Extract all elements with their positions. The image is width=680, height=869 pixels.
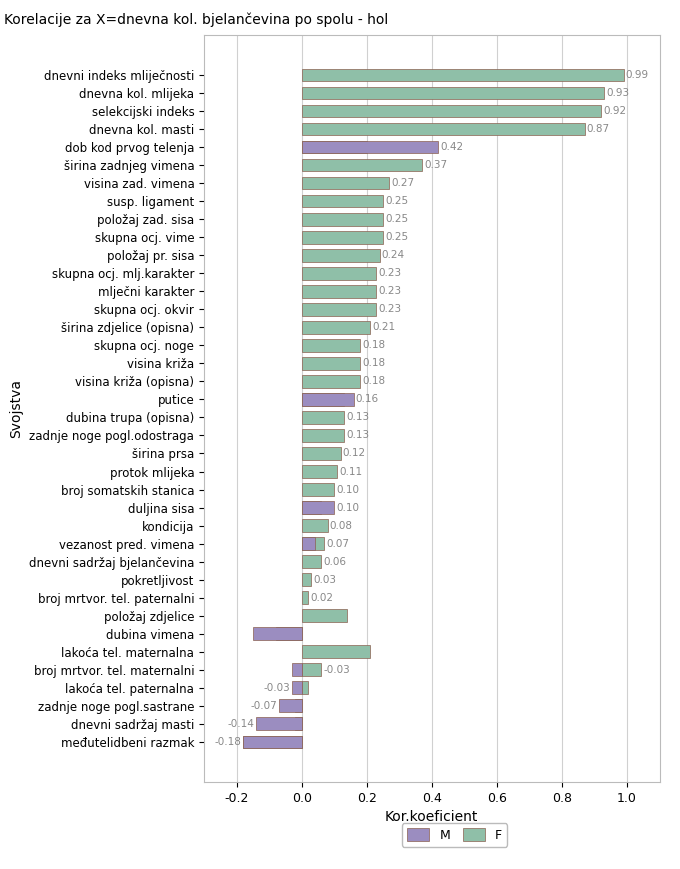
Bar <box>302 393 344 406</box>
Bar <box>243 735 302 748</box>
Bar <box>302 339 360 352</box>
Legend: M, F: M, F <box>402 823 507 847</box>
Bar <box>302 321 370 334</box>
Text: 0.02: 0.02 <box>310 593 333 603</box>
Text: 0.10: 0.10 <box>336 502 359 513</box>
Text: 0.12: 0.12 <box>343 448 366 459</box>
Text: 0.10: 0.10 <box>336 485 359 494</box>
Bar <box>302 357 360 369</box>
Bar <box>302 285 377 297</box>
Bar <box>302 609 347 622</box>
Text: 0.99: 0.99 <box>626 70 649 80</box>
X-axis label: Kor.koeficient: Kor.koeficient <box>385 811 479 825</box>
Bar <box>302 646 370 658</box>
Bar <box>302 448 341 460</box>
Bar <box>302 249 379 262</box>
Text: 0.18: 0.18 <box>362 376 386 387</box>
Text: 0.03: 0.03 <box>313 574 337 585</box>
Text: 0.37: 0.37 <box>424 160 447 170</box>
Bar <box>302 574 311 586</box>
Bar <box>302 69 624 82</box>
Text: 0.25: 0.25 <box>385 214 408 224</box>
Text: 0.25: 0.25 <box>385 196 408 206</box>
Bar <box>302 195 383 208</box>
Bar <box>302 520 328 532</box>
Bar <box>302 681 308 694</box>
Bar <box>302 87 605 99</box>
Text: 0.06: 0.06 <box>323 557 346 567</box>
Text: 0.21: 0.21 <box>372 322 395 332</box>
Text: 0.11: 0.11 <box>339 467 362 476</box>
Bar <box>302 393 354 406</box>
Bar <box>292 681 302 694</box>
Text: 0.23: 0.23 <box>379 304 402 315</box>
Text: 0.23: 0.23 <box>379 269 402 278</box>
Bar <box>302 123 585 136</box>
Text: 0.25: 0.25 <box>385 232 408 242</box>
Text: 0.92: 0.92 <box>603 106 626 116</box>
Text: 0.27: 0.27 <box>392 178 415 189</box>
Text: 0.13: 0.13 <box>346 413 369 422</box>
Text: 0.18: 0.18 <box>362 341 386 350</box>
Bar <box>302 429 344 441</box>
Bar <box>302 465 337 478</box>
Text: 0.42: 0.42 <box>440 143 463 152</box>
Text: 0.23: 0.23 <box>379 286 402 296</box>
Bar <box>302 411 344 424</box>
Bar <box>253 627 302 640</box>
Text: 0.93: 0.93 <box>607 88 630 98</box>
Bar <box>302 591 308 604</box>
Bar <box>302 483 334 496</box>
Bar <box>302 303 377 315</box>
Text: 0.24: 0.24 <box>381 250 405 260</box>
Text: 0.13: 0.13 <box>346 430 369 441</box>
Bar <box>302 177 390 189</box>
Bar <box>292 663 302 676</box>
Bar <box>302 537 324 550</box>
Bar <box>302 501 321 514</box>
Text: 0.07: 0.07 <box>326 539 350 548</box>
Text: 0.16: 0.16 <box>356 395 379 404</box>
Bar <box>302 159 422 171</box>
Bar <box>302 141 367 154</box>
Text: -0.18: -0.18 <box>214 737 241 746</box>
Text: -0.03: -0.03 <box>263 683 290 693</box>
Text: -0.14: -0.14 <box>227 719 254 729</box>
Bar <box>295 700 302 712</box>
Bar <box>279 700 302 712</box>
Bar <box>302 501 334 514</box>
Text: -0.07: -0.07 <box>250 700 277 711</box>
Y-axis label: Svojstva: Svojstva <box>10 379 23 438</box>
Bar <box>302 141 439 154</box>
Text: 0.08: 0.08 <box>330 521 353 531</box>
Bar <box>302 555 321 568</box>
Bar <box>275 627 302 640</box>
Bar <box>302 213 383 226</box>
Text: 0.18: 0.18 <box>362 358 386 368</box>
Text: 0.87: 0.87 <box>587 124 610 134</box>
Bar <box>243 735 302 748</box>
Bar <box>302 267 377 280</box>
Bar <box>295 718 302 730</box>
Bar <box>302 231 383 243</box>
Bar <box>256 718 302 730</box>
Text: -0.03: -0.03 <box>323 665 350 674</box>
Bar <box>302 375 360 388</box>
Text: Korelacije za X=dnevna kol. bjelančevina po spolu - hol: Korelacije za X=dnevna kol. bjelančevina… <box>3 12 388 27</box>
Bar <box>302 105 601 117</box>
Bar <box>302 537 315 550</box>
Bar <box>302 663 321 676</box>
